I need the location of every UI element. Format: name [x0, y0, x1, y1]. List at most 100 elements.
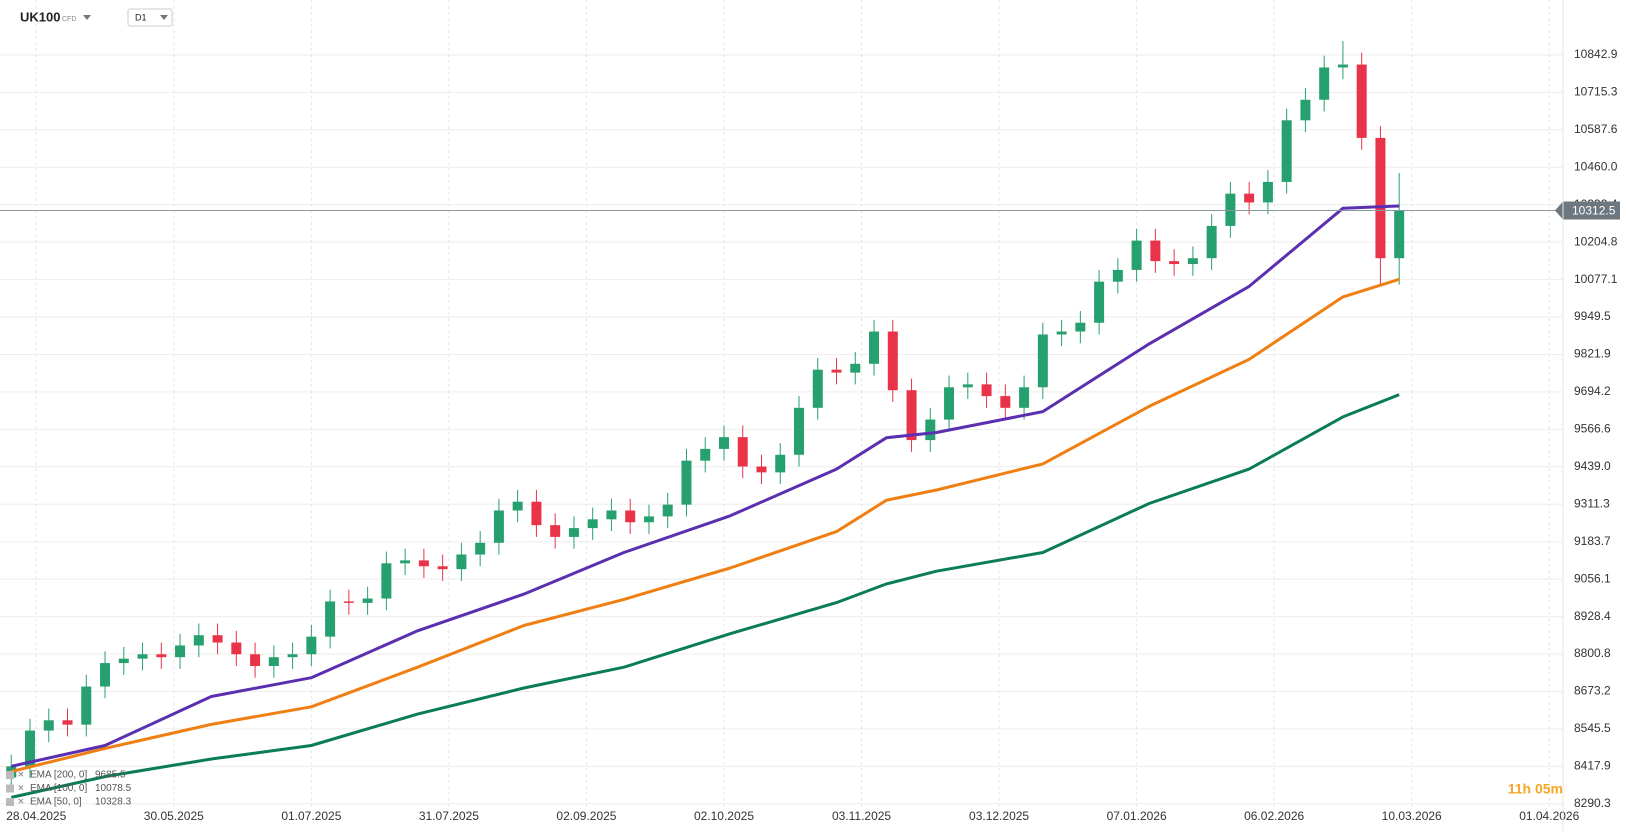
y-tick-label: 10715.3: [1574, 85, 1618, 99]
y-tick-label: 9056.1: [1574, 571, 1611, 585]
legend-icon[interactable]: [6, 784, 14, 793]
legend-close[interactable]: ×: [18, 770, 24, 781]
legend-name: EMA [50, 0]: [30, 797, 82, 808]
candle-body: [1206, 225, 1217, 259]
candle-body: [756, 466, 767, 473]
candle-body: [587, 519, 598, 529]
y-tick-label: 10460.0: [1574, 159, 1618, 173]
axis: 8290.3 8417.9 8545.5 8673.2 8800.8 8928.4 9056…: [0, 47, 1620, 823]
timeframe-dropdown[interactable]: [160, 15, 168, 20]
candle-body: [212, 635, 223, 643]
candle-body: [362, 598, 373, 603]
legend-close[interactable]: ×: [18, 797, 24, 808]
candle-body: [137, 654, 148, 659]
candle-body: [512, 501, 523, 511]
candle-body: [343, 601, 354, 603]
candle-body: [643, 516, 654, 523]
candle-body: [850, 363, 861, 373]
candle-body: [1094, 281, 1105, 323]
candle-body: [1337, 64, 1348, 68]
y-tick-label: 8417.9: [1574, 759, 1611, 773]
timeframe[interactable]: D1: [135, 12, 147, 22]
candle-body: [381, 563, 392, 599]
candle-body: [1075, 322, 1086, 332]
candle-body: [794, 407, 805, 455]
candle-body: [606, 510, 617, 520]
symbol-dropdown[interactable]: [83, 15, 91, 20]
x-tick-label: 10.03.2026: [1382, 809, 1442, 823]
candle-body: [568, 528, 579, 537]
candle-body: [493, 510, 504, 543]
candle-body: [400, 560, 411, 564]
x-tick-label: 02.10.2025: [694, 809, 754, 823]
candle-body: [100, 663, 111, 687]
y-tick-label: 9439.0: [1574, 459, 1611, 473]
candle-body: [887, 331, 898, 391]
candle-body: [193, 635, 204, 646]
candle-body: [1169, 261, 1180, 265]
candle-body: [1037, 334, 1048, 388]
candle-body: [437, 566, 448, 570]
legend-icon[interactable]: [6, 771, 14, 779]
candle-body: [456, 554, 467, 570]
candle-body: [1281, 120, 1292, 182]
candle-body: [700, 448, 711, 461]
candle-body: [1019, 387, 1030, 408]
y-tick-label: 8290.3: [1574, 796, 1611, 810]
y-tick-label: 9949.5: [1574, 309, 1611, 323]
symbol[interactable]: UK100: [20, 9, 60, 24]
candle-body: [944, 387, 955, 420]
ema-line: [10, 277, 1400, 774]
candle-body: [775, 454, 786, 473]
candle-body: [1262, 181, 1273, 203]
candle-body: [325, 601, 336, 637]
x-tick-label: 28.04.2025: [6, 809, 66, 823]
legend-value: 10078.5: [95, 783, 132, 794]
x-tick-label: 01.04.2026: [1519, 809, 1579, 823]
x-tick-label: 07.01.2026: [1107, 809, 1167, 823]
candle-body: [681, 460, 692, 505]
x-tick-label: 31.07.2025: [419, 809, 479, 823]
instrument-type: CFD: [62, 16, 76, 23]
candle-body: [156, 654, 167, 658]
y-tick-label: 9821.9: [1574, 347, 1611, 361]
legend-value: 9685.5: [95, 770, 126, 781]
candle-body: [1150, 240, 1161, 262]
candle-body: [1356, 64, 1367, 138]
y-tick-label: 10842.9: [1574, 47, 1618, 61]
candle-body: [1056, 331, 1067, 335]
candle-body: [981, 384, 992, 397]
last-price-label: 10312.5: [1572, 204, 1616, 218]
candle-body: [418, 560, 429, 567]
candle-body: [1244, 193, 1255, 203]
x-tick-label: 06.02.2026: [1244, 809, 1304, 823]
candle-body: [718, 437, 729, 449]
ema-line: [10, 204, 1400, 768]
y-tick-label: 10077.1: [1574, 272, 1618, 286]
candle-body: [306, 636, 317, 655]
y-tick-label: 8673.2: [1574, 684, 1611, 698]
candle-body: [1187, 258, 1198, 265]
candle-body: [1000, 396, 1011, 408]
y-tick-label: 9566.6: [1574, 422, 1611, 436]
y-tick-label: 9183.7: [1574, 534, 1611, 548]
y-tick-label: 9694.2: [1574, 384, 1611, 398]
header: UK100 CFD D1: [20, 8, 173, 27]
countdown: 11h 05m: [1508, 781, 1563, 797]
legend-icon[interactable]: [6, 798, 14, 806]
candle-body: [1131, 240, 1142, 270]
candle-body: [869, 331, 880, 364]
candle-body: [250, 654, 261, 667]
y-tick-label: 8928.4: [1574, 609, 1611, 623]
legend-name: EMA [100, 0]: [30, 783, 87, 794]
timeframe-box[interactable]: [127, 8, 173, 27]
legend-close[interactable]: ×: [18, 783, 24, 794]
x-tick-label: 03.12.2025: [969, 809, 1029, 823]
candle-body: [1112, 269, 1123, 282]
candle-body: [831, 369, 842, 373]
y-tick-label: 10587.6: [1574, 122, 1618, 136]
candle-body: [962, 384, 973, 388]
candle-body: [287, 654, 298, 658]
